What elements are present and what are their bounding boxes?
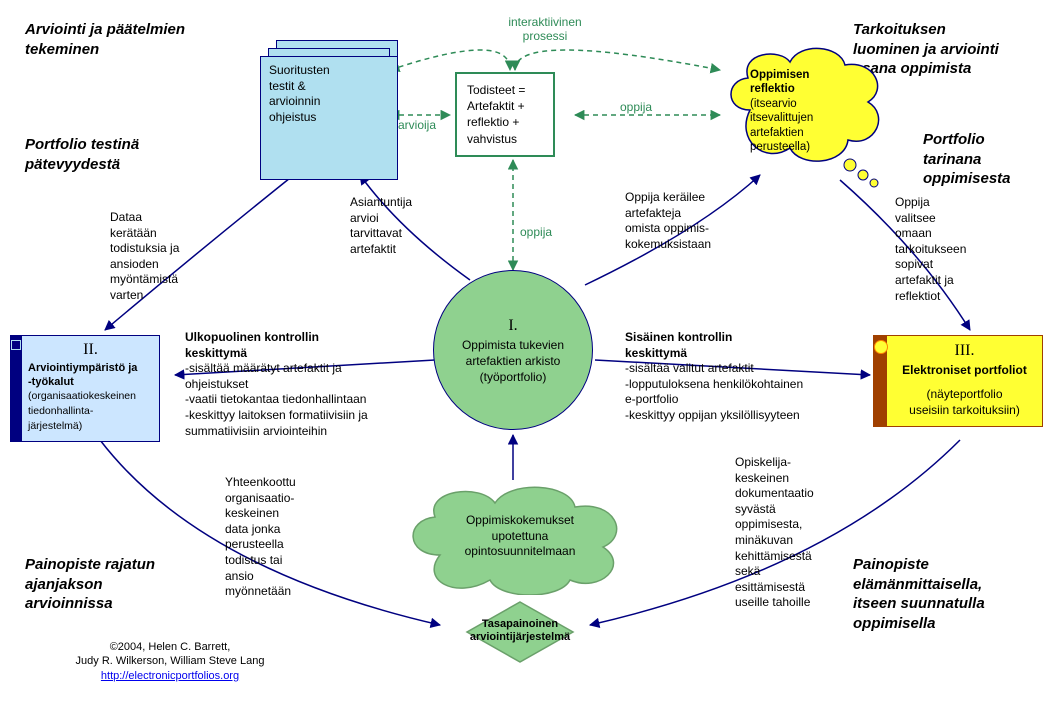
label-mid-right: Portfolio tarinana oppimisesta [923, 130, 1043, 189]
reflection-sub: (itsearvio itsevalittujen artefaktien pe… [750, 98, 813, 153]
roman-ii: II. [28, 340, 153, 361]
node-assessment-system: II. Arviointiympäristö ja -työkalut (org… [10, 335, 160, 442]
reflection-title: Oppimisen reflektio [750, 69, 809, 95]
right-title: Elektroniset portfoliot [902, 363, 1027, 377]
node-learning-experiences: Oppimiskokemukset upotettuna opintosuunn… [395, 475, 625, 585]
anno-aggregated: Yhteenkoottu organisaatio- keskeinen dat… [225, 475, 340, 600]
edge-label-oppija-down: oppija [520, 225, 552, 239]
label-bot-right: Painopiste elämänmittaisella, itseen suu… [853, 555, 1043, 633]
node-evidence: Todisteet = Artefaktit + reflektio + vah… [455, 72, 555, 157]
right-sub: (näyteportfolio useisiin tarkoituksiin) [909, 387, 1020, 417]
label-mid-left: Portfolio testinä pätevyydestä [25, 135, 139, 174]
edge-label-oppija-right: oppija [620, 100, 652, 114]
credits-link[interactable]: http://electronicportfolios.org [101, 670, 239, 682]
edge-label-interactive: interaktiivinen prosessi [495, 15, 595, 43]
roman-i: I. [444, 315, 582, 337]
anno-learner-selects: Oppija valitsee omaan tarkoitukseen sopi… [895, 195, 1015, 304]
anno-expert: Asiantuntija arvioi tarvittavat artefakt… [350, 195, 445, 257]
anno-student-doc: Opiskelija- keskeinen dokumentaatio syvä… [735, 455, 855, 611]
node-reflection-cloud: Oppimisen reflektio (itsearvio itsevalit… [720, 40, 890, 195]
edge-label-arvioija: arvioija [398, 118, 436, 132]
credits: ©2004, Helen C. Barrett, Judy R. Wilkers… [55, 640, 285, 683]
label-bot-left: Painopiste rajatun ajanjakson arvioinnis… [25, 555, 155, 614]
diamond-label: Tasapainoinen arviointijärjestelmä [460, 618, 580, 644]
anno-learner-collects: Oppija keräilee artefakteja omista oppim… [625, 190, 755, 252]
square-icon [11, 340, 21, 350]
node-center-archive: I. Oppimista tukevien artefaktien arkist… [433, 270, 593, 430]
left-title: Arviointiympäristö ja -työkalut [28, 362, 137, 388]
node-eportfolio: III. Elektroniset portfoliot (näyteportf… [873, 335, 1043, 427]
anno-internal: Sisäinen kontrollin keskittymä -sisältää… [625, 330, 850, 424]
smiley-icon [874, 340, 888, 354]
label-top-left: Arviointi ja päätelmien tekeminen [25, 20, 185, 59]
left-sub: (organisaatiokeskeinen tiedonhallinta- j… [28, 390, 136, 431]
anno-data-collected: Dataa kerätään todistuksia ja ansioden m… [110, 210, 220, 304]
anno-external: Ulkopuolinen kontrollin keskittymä -sisä… [185, 330, 415, 439]
roman-iii: III. [893, 340, 1036, 362]
